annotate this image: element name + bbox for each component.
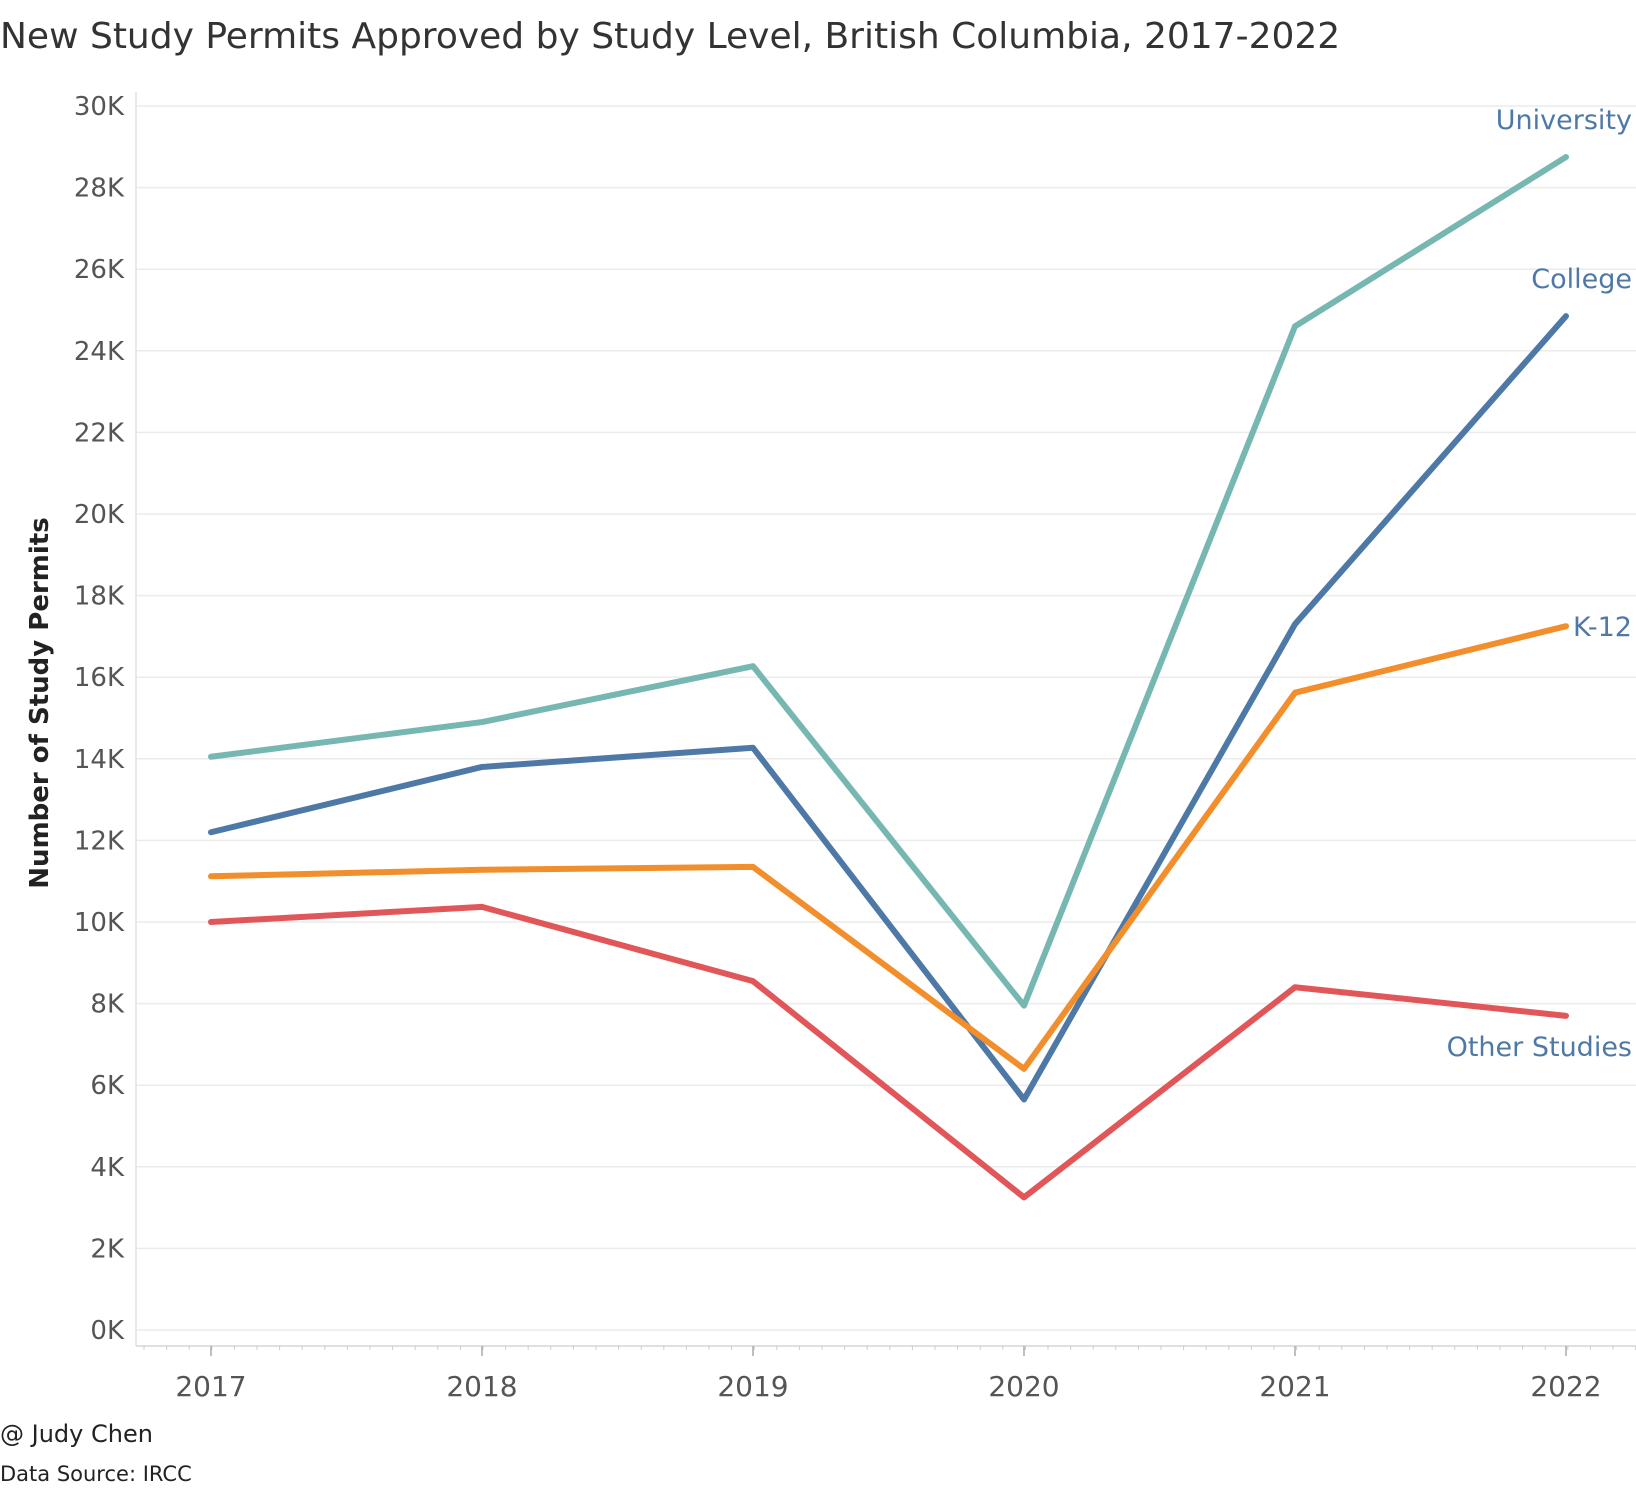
x-tick-label: 2019 [717, 1370, 788, 1403]
gridlines [136, 105, 1636, 1331]
y-axis-title: Number of Study Permits [25, 517, 55, 888]
y-tick-label: 4K [90, 1153, 125, 1183]
y-tick-label: 20K [74, 500, 125, 530]
x-tick-label: 2017 [175, 1370, 246, 1403]
x-tick-label: 2018 [446, 1370, 517, 1403]
axes: 0K 2K 4K 6K 8K 10K 12K 14K 16K 18K 20K 22K 24K 26K 28K… [25, 92, 1636, 1403]
y-tick-label: 30K [74, 92, 125, 122]
series-line-k-12 [208, 623, 1569, 1072]
series-lines [208, 154, 1569, 1201]
y-tick-label: 2K [90, 1234, 125, 1264]
y-tick-label: 10K [74, 908, 125, 938]
y-tick-label: 16K [74, 663, 125, 693]
x-tick-label: 2022 [1530, 1370, 1601, 1403]
x-tick-label: 2020 [988, 1370, 1059, 1403]
y-tick-label: 6K [90, 1071, 125, 1101]
x-tick-label: 2021 [1259, 1370, 1330, 1403]
y-tick-label: 26K [74, 255, 125, 285]
series-label: Other Studies [1447, 1032, 1632, 1063]
y-tick-label: 28K [74, 174, 125, 204]
y-tick-label: 24K [74, 337, 125, 367]
series-line-university [208, 154, 1569, 1009]
author-credit: @ Judy Chen [0, 1420, 153, 1448]
series-label: K-12 [1573, 612, 1632, 643]
series-label: University [1496, 105, 1632, 136]
series-labels: University College K-12 Other Studies [1447, 105, 1632, 1063]
y-tick-label: 22K [74, 418, 125, 448]
series-label: College [1531, 264, 1632, 295]
data-source: Data Source: IRCC [0, 1462, 192, 1486]
y-tick-label: 18K [74, 582, 125, 612]
series-line-other-studies [208, 903, 1569, 1201]
y-tick-label: 0K [90, 1316, 125, 1346]
y-tick-label: 12K [74, 826, 125, 856]
y-tick-label: 14K [74, 745, 125, 775]
series-line-college [208, 313, 1569, 1103]
chart-title: New Study Permits Approved by Study Leve… [0, 16, 1341, 57]
y-tick-label: 8K [90, 990, 125, 1020]
